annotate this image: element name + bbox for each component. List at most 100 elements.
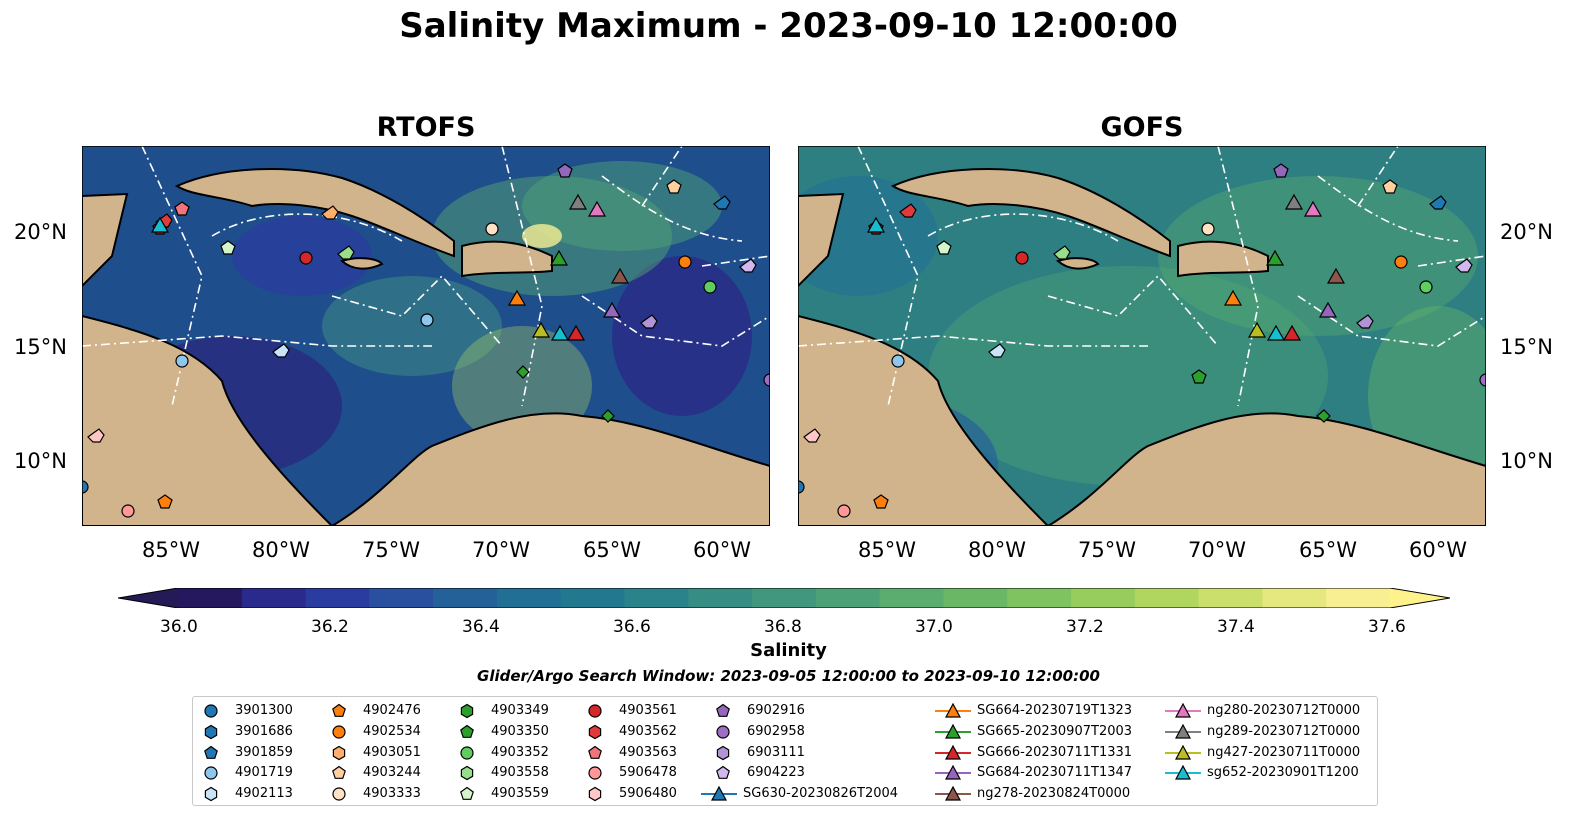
float-marker[interactable] bbox=[1479, 373, 1486, 387]
float-marker[interactable] bbox=[1394, 255, 1408, 269]
glider-marker[interactable] bbox=[150, 216, 170, 233]
lon-tick: 60°W bbox=[693, 538, 751, 562]
float-marker[interactable] bbox=[82, 480, 89, 494]
observation-markers[interactable] bbox=[798, 163, 1486, 518]
float-marker[interactable] bbox=[666, 179, 682, 194]
lat-tick: 10°N bbox=[14, 449, 67, 473]
float-legend-marker bbox=[460, 724, 474, 738]
glider-marker[interactable] bbox=[1266, 324, 1286, 341]
float-marker[interactable] bbox=[1273, 163, 1289, 178]
float-marker[interactable] bbox=[678, 255, 692, 269]
float-marker[interactable] bbox=[121, 504, 135, 518]
float-marker[interactable] bbox=[157, 494, 173, 509]
float-legend-marker bbox=[588, 766, 602, 780]
float-marker[interactable] bbox=[703, 280, 717, 294]
glider-marker[interactable] bbox=[1318, 301, 1338, 318]
colorbar-label: Salinity bbox=[750, 640, 827, 661]
colorbar-segment bbox=[1071, 588, 1136, 608]
float-marker[interactable] bbox=[272, 343, 290, 358]
glider-marker[interactable] bbox=[602, 301, 622, 318]
glider-marker[interactable] bbox=[568, 193, 588, 210]
float-marker[interactable] bbox=[175, 354, 189, 368]
map-rtofs[interactable] bbox=[82, 146, 770, 526]
float-marker[interactable] bbox=[299, 251, 313, 265]
float-marker[interactable] bbox=[1356, 314, 1374, 329]
glider-marker[interactable] bbox=[1284, 193, 1304, 210]
glider-markers[interactable] bbox=[866, 193, 1346, 341]
float-marker[interactable] bbox=[174, 201, 190, 216]
glider-marker[interactable] bbox=[1247, 321, 1267, 338]
float-marker[interactable] bbox=[988, 343, 1006, 358]
float-marker[interactable] bbox=[1015, 251, 1029, 265]
float-marker[interactable] bbox=[798, 480, 805, 494]
float-marker[interactable] bbox=[337, 245, 355, 260]
float-marker[interactable] bbox=[837, 504, 851, 518]
colorbar-segment bbox=[879, 588, 945, 608]
float-marker[interactable] bbox=[1429, 195, 1447, 210]
float-marker[interactable] bbox=[713, 195, 731, 210]
float-marker[interactable] bbox=[873, 494, 889, 509]
colorbar-segment bbox=[815, 588, 881, 608]
legend-label: 5906480 bbox=[619, 786, 677, 802]
glider-markers[interactable] bbox=[150, 193, 630, 341]
float-marker[interactable] bbox=[891, 354, 905, 368]
map-gofs[interactable] bbox=[798, 146, 1486, 526]
colorbar-tick: 36.4 bbox=[462, 617, 500, 637]
float-marker[interactable] bbox=[1316, 409, 1331, 423]
float-legend-marker bbox=[204, 704, 218, 718]
legend-label: 4903561 bbox=[619, 703, 677, 718]
lon-tick: 70°W bbox=[1188, 538, 1246, 562]
glider-marker[interactable] bbox=[507, 289, 527, 306]
float-marker[interactable] bbox=[803, 428, 821, 443]
float-marker[interactable] bbox=[601, 409, 615, 423]
float-marker[interactable] bbox=[739, 258, 757, 273]
float-marker[interactable] bbox=[321, 205, 339, 220]
glider-marker[interactable] bbox=[610, 267, 630, 284]
legend-label: ng280-20230712T0000 bbox=[1207, 703, 1361, 718]
float-legend-marker bbox=[588, 724, 602, 739]
colorbar-segment bbox=[1262, 588, 1327, 608]
float-marker[interactable] bbox=[1382, 179, 1398, 194]
float-legend-marker bbox=[716, 725, 730, 739]
legend-label: SG630-20230826T2004 bbox=[743, 786, 899, 802]
float-legend-marker bbox=[332, 703, 346, 717]
float-legend-marker bbox=[460, 703, 474, 719]
glider-marker[interactable] bbox=[1265, 249, 1285, 266]
float-marker[interactable] bbox=[87, 428, 105, 443]
glider-marker[interactable] bbox=[531, 321, 551, 338]
colorbar-tick: 37.4 bbox=[1217, 617, 1255, 637]
glider-marker[interactable] bbox=[1223, 289, 1243, 306]
glider-marker[interactable] bbox=[1303, 200, 1323, 217]
observation-markers[interactable] bbox=[82, 163, 770, 518]
glider-marker[interactable] bbox=[866, 216, 886, 233]
float-legend-marker bbox=[716, 745, 730, 760]
glider-marker[interactable] bbox=[1282, 324, 1302, 341]
glider-legend-marker bbox=[1165, 723, 1201, 739]
float-marker[interactable] bbox=[1419, 280, 1433, 294]
float-marker[interactable] bbox=[516, 365, 530, 379]
float-marker[interactable] bbox=[1191, 369, 1207, 384]
legend-label: 3901859 bbox=[235, 744, 293, 760]
float-legend-marker bbox=[588, 745, 602, 759]
legend-label: 4903349 bbox=[491, 703, 549, 718]
float-marker[interactable] bbox=[557, 163, 573, 178]
legend-label: ng278-20230824T0000 bbox=[977, 786, 1131, 802]
glider-marker[interactable] bbox=[587, 200, 607, 217]
float-marker[interactable] bbox=[1201, 222, 1215, 236]
float-marker[interactable] bbox=[1455, 258, 1473, 273]
float-marker[interactable] bbox=[936, 240, 952, 255]
glider-marker[interactable] bbox=[1326, 267, 1346, 284]
lat-tick: 20°N bbox=[1500, 220, 1553, 244]
float-marker[interactable] bbox=[420, 313, 434, 327]
legend-label: 4903563 bbox=[619, 744, 677, 760]
glider-marker[interactable] bbox=[549, 249, 569, 266]
legend-label: 4903333 bbox=[363, 786, 421, 802]
float-marker[interactable] bbox=[220, 240, 236, 255]
glider-marker[interactable] bbox=[550, 324, 570, 341]
float-marker[interactable] bbox=[763, 373, 770, 387]
float-marker[interactable] bbox=[640, 314, 658, 329]
float-marker[interactable] bbox=[1053, 245, 1071, 260]
float-marker[interactable] bbox=[899, 203, 917, 218]
glider-marker[interactable] bbox=[566, 324, 586, 341]
float-marker[interactable] bbox=[485, 222, 499, 236]
